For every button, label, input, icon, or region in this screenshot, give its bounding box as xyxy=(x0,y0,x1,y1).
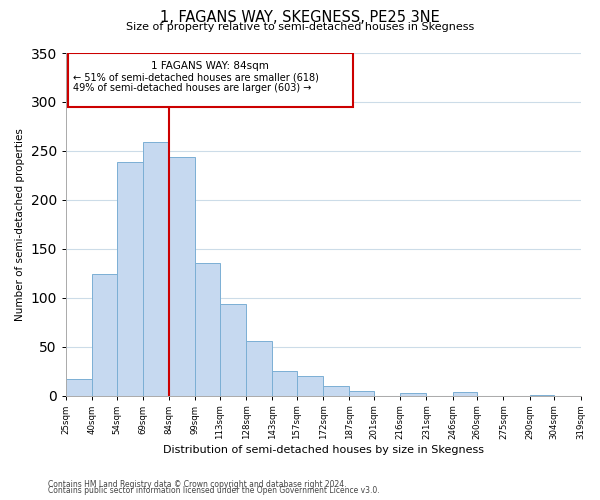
Bar xyxy=(143,142,169,396)
Text: 1, FAGANS WAY, SKEGNESS, PE25 3NE: 1, FAGANS WAY, SKEGNESS, PE25 3NE xyxy=(160,10,440,25)
Text: 49% of semi-detached houses are larger (603) →: 49% of semi-detached houses are larger (… xyxy=(73,84,311,94)
Bar xyxy=(196,264,220,396)
Bar xyxy=(92,274,117,396)
X-axis label: Distribution of semi-detached houses by size in Skegness: Distribution of semi-detached houses by … xyxy=(163,445,484,455)
Bar xyxy=(66,379,92,396)
Text: 1 FAGANS WAY: 84sqm: 1 FAGANS WAY: 84sqm xyxy=(151,61,269,71)
Bar xyxy=(272,371,297,396)
Bar xyxy=(323,386,349,396)
Bar xyxy=(220,304,246,396)
Bar xyxy=(117,162,143,396)
Bar xyxy=(453,392,477,396)
Text: ← 51% of semi-detached houses are smaller (618): ← 51% of semi-detached houses are smalle… xyxy=(73,72,319,83)
Bar xyxy=(400,392,427,396)
Bar xyxy=(349,390,374,396)
Y-axis label: Number of semi-detached properties: Number of semi-detached properties xyxy=(15,128,25,320)
Text: Contains HM Land Registry data © Crown copyright and database right 2024.: Contains HM Land Registry data © Crown c… xyxy=(48,480,347,489)
Bar xyxy=(246,340,272,396)
Bar xyxy=(581,394,600,396)
Bar xyxy=(530,394,554,396)
FancyBboxPatch shape xyxy=(68,53,353,107)
Text: Contains public sector information licensed under the Open Government Licence v3: Contains public sector information licen… xyxy=(48,486,380,495)
Text: Size of property relative to semi-detached houses in Skegness: Size of property relative to semi-detach… xyxy=(126,22,474,32)
Bar xyxy=(297,376,323,396)
Bar xyxy=(169,156,196,396)
